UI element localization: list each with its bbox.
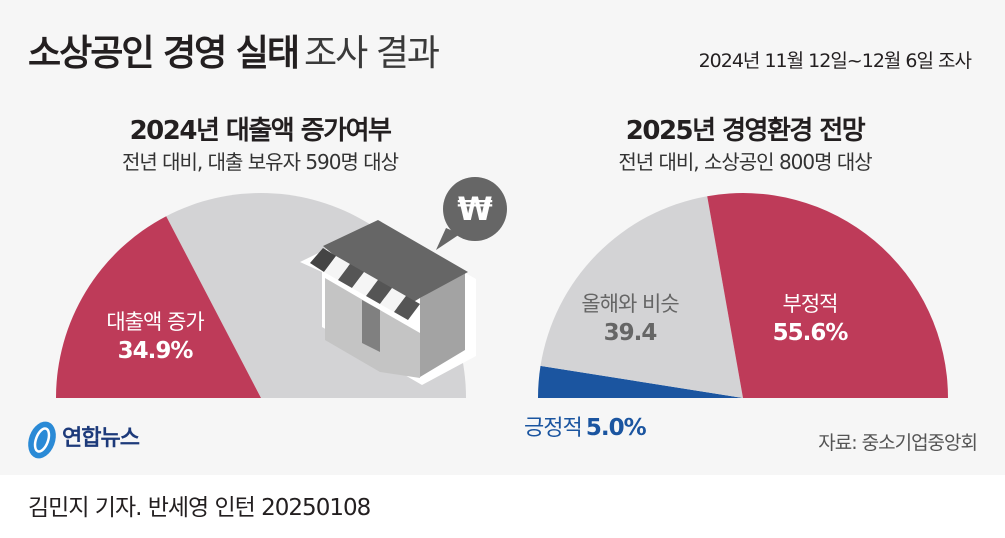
yonhap-logo-icon	[28, 421, 56, 459]
chart2-label-negative-name: 부정적	[782, 292, 839, 316]
chart2-title: 2025년 경영환경 전망	[625, 116, 866, 146]
chart2-label-similar-value: 39.4	[603, 320, 658, 346]
byline-credit: 김민지 기자. 반세영 인턴 20250108	[28, 495, 371, 521]
won-speech-bubble-icon	[436, 177, 507, 250]
chart2-label-positive-name: 긍정적	[524, 416, 583, 441]
chart1-slice-increase	[55, 216, 261, 398]
yonhap-logo: 연합뉴스	[58, 420, 140, 452]
chart1-title: 2024년 대출액 증가여부	[129, 116, 392, 146]
main-title-bold: 소상공인 경영 실태	[28, 33, 300, 74]
survey-period: 2024년 11월 12일~12월 6일 조사	[698, 50, 972, 72]
chart1-subtitle: 전년 대비, 대출 보유자 590명 대상	[121, 150, 399, 174]
chart2-slice-similar	[540, 196, 743, 398]
chart1-label-value: 34.9%	[117, 338, 194, 364]
chart1-label-name: 대출액 증가	[106, 310, 204, 334]
awning-stripes	[310, 248, 420, 320]
source-note: 자료: 중소기업중앙회	[818, 432, 978, 454]
infographic-panel: 소상공인 경영 실태 조사 결과 2024년 11월 12일~12월 6일 조사 …	[28, 24, 978, 459]
chart1-label-increase: 대출액 증가 34.9%	[70, 306, 240, 364]
chart2-subtitle: 전년 대비, 소상공인 800명 대상	[618, 150, 872, 174]
chart2-label-similar-name: 올해와 비슷	[581, 292, 679, 316]
store-icon	[300, 220, 476, 385]
chart2-pie	[537, 193, 948, 398]
chart2-label-similar: 올해와 비슷 39.4	[560, 288, 700, 346]
main-title-light: 조사 결과	[304, 33, 440, 74]
won-symbol: ₩	[457, 190, 492, 228]
chart2-label-negative-value: 55.6%	[772, 320, 849, 346]
chart2-label-positive-value: 5.0%	[585, 415, 647, 441]
logo-text: 연합뉴스	[62, 426, 140, 451]
chart2-label-positive: 긍정적 5.0%	[524, 410, 647, 442]
chart2-label-negative: 부정적 55.6%	[745, 288, 875, 346]
chart2-slice-positive	[537, 365, 743, 398]
pie-charts: ₩	[28, 177, 948, 459]
main-title: 소상공인 경영 실태 조사 결과	[28, 24, 440, 76]
chart2-slice-negative	[707, 193, 948, 398]
